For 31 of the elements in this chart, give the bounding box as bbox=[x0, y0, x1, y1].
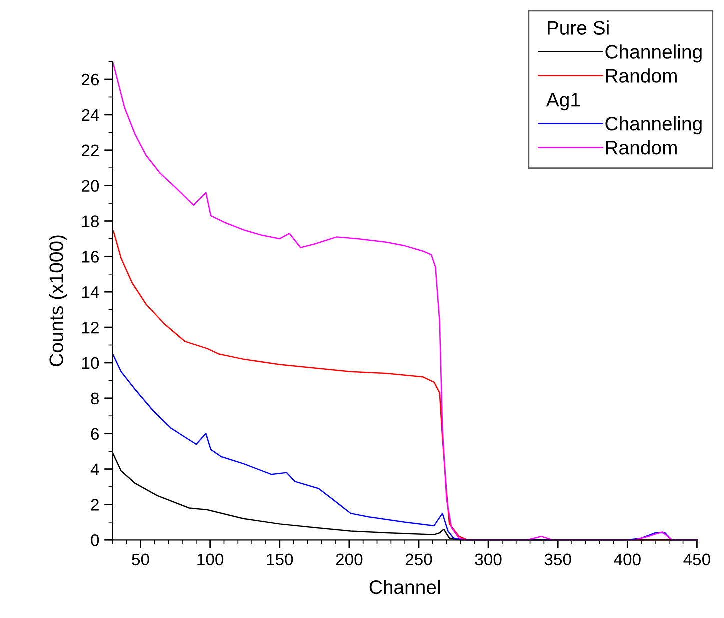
y-tick-label: 18 bbox=[82, 216, 100, 228]
legend-label: Random bbox=[606, 68, 677, 83]
y-tick-label: 26 bbox=[82, 74, 100, 86]
y-tick-label: 14 bbox=[82, 286, 100, 298]
y-tick-label: 6 bbox=[91, 428, 100, 440]
x-tick-label: 150 bbox=[267, 554, 294, 566]
y-tick-label: 22 bbox=[82, 144, 99, 156]
y-tick-label: 8 bbox=[91, 392, 100, 405]
x-tick-label: 100 bbox=[198, 554, 224, 566]
y-tick-label: 4 bbox=[90, 464, 100, 476]
y-tick-label: 2 bbox=[91, 499, 99, 511]
legend-label: Channeling bbox=[606, 44, 702, 63]
y-axis-title: Counts (x1000) bbox=[49, 236, 68, 366]
legend-label: Channeling bbox=[606, 116, 702, 135]
y-tick-label: 10 bbox=[82, 357, 100, 370]
x-axis-title: Channel bbox=[370, 580, 440, 594]
x-tick-label: 450 bbox=[684, 554, 710, 566]
x-tick-label: 400 bbox=[614, 554, 641, 566]
x-tick-label: 300 bbox=[475, 554, 502, 566]
y-tick-label: 16 bbox=[82, 251, 100, 263]
x-tick-label: 250 bbox=[406, 554, 432, 566]
x-tick-label: 200 bbox=[336, 554, 363, 566]
legend-label: Random bbox=[606, 140, 677, 155]
text: Pure Si bbox=[548, 20, 609, 35]
annotation: Ag1 bbox=[546, 93, 580, 111]
x-tick-label: 50 bbox=[132, 554, 150, 566]
y-tick-label: 0 bbox=[91, 534, 100, 546]
y-tick-label: 24 bbox=[82, 109, 100, 121]
y-tick-label: 12 bbox=[82, 322, 99, 334]
y-tick-label: 20 bbox=[82, 180, 100, 192]
x-tick-label: 350 bbox=[544, 554, 572, 566]
